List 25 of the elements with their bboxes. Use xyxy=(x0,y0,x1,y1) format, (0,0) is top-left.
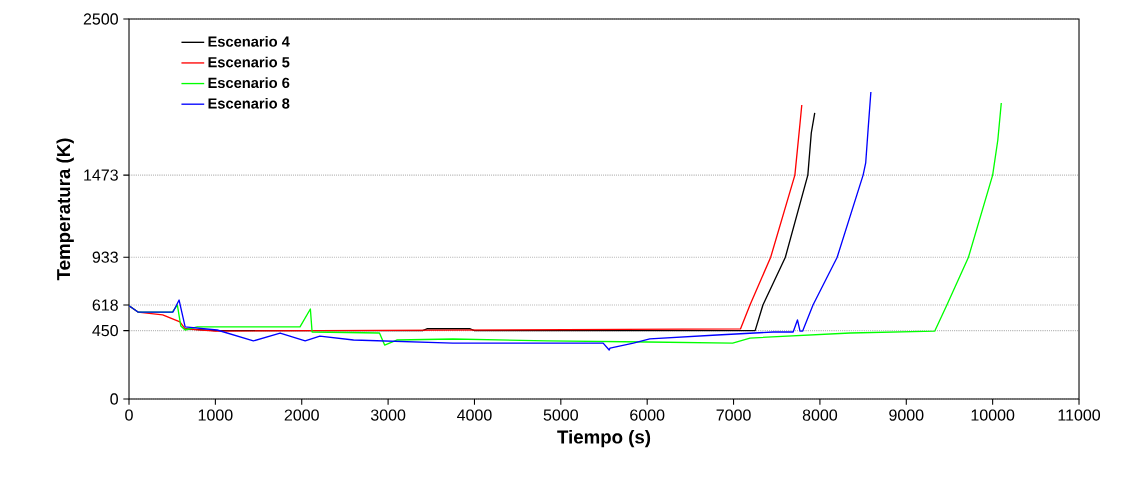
x-tick-label: 3000 xyxy=(370,409,406,421)
y-tick-label: 0 xyxy=(110,393,118,405)
legend-label: Escenario 5 xyxy=(208,56,290,68)
legend-label: Escenario 6 xyxy=(208,77,290,89)
line-series xyxy=(129,91,872,351)
x-axis-title: Tiempo (s) xyxy=(557,429,651,448)
x-tick-label: 6000 xyxy=(630,409,665,421)
x-tick-label: 9000 xyxy=(889,409,924,421)
y-axis-title: Temperatura (K) xyxy=(56,138,74,281)
x-tick-label: 0 xyxy=(125,409,133,421)
y-tick-label: 933 xyxy=(92,251,118,263)
x-tick-label: 8000 xyxy=(802,409,838,421)
x-tick-label: 1000 xyxy=(198,409,233,421)
y-tick-label: 618 xyxy=(92,299,118,311)
x-tick-label: 10000 xyxy=(971,409,1015,421)
x-tick-label: 4000 xyxy=(457,409,492,421)
x-tick-label: 2000 xyxy=(284,409,319,421)
x-tick-label: 11000 xyxy=(1058,409,1101,421)
y-tick-label: 1473 xyxy=(84,169,118,181)
x-tick-label: 7000 xyxy=(716,409,751,421)
legend-label: Escenario 4 xyxy=(208,36,290,47)
y-tick-label: 450 xyxy=(92,324,118,337)
x-tick-label: 5000 xyxy=(543,409,578,421)
y-tick-label: 2500 xyxy=(83,13,118,25)
legend-label: Escenario 8 xyxy=(208,97,290,109)
